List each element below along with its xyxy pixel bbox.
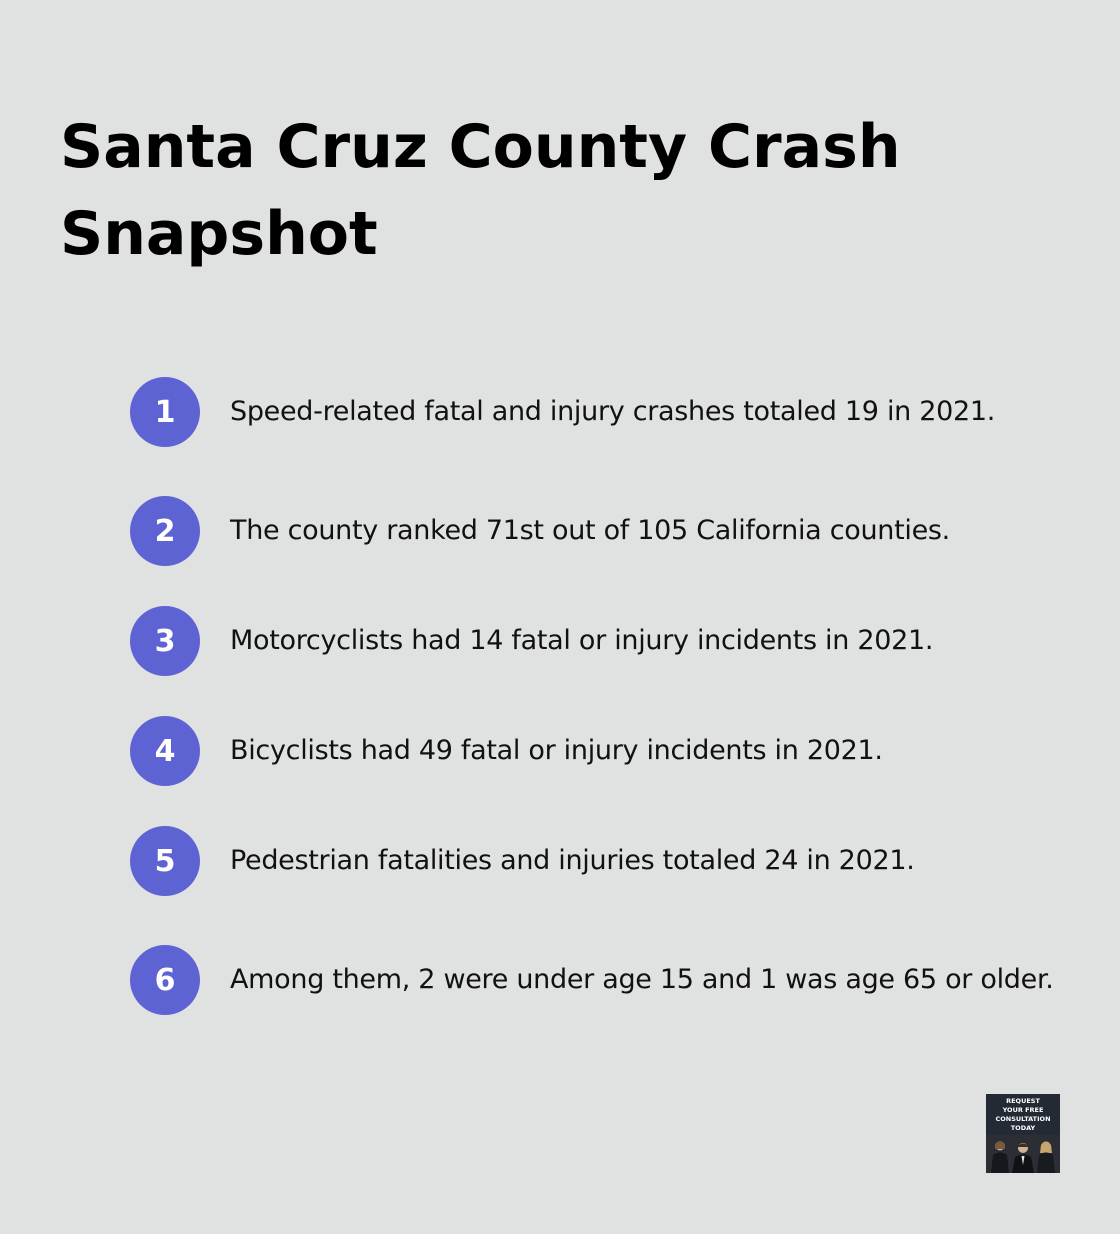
- list-item: 5 Pedestrian fatalities and injuries tot…: [130, 826, 1070, 896]
- list-item: 6 Among them, 2 were under age 15 and 1 …: [130, 942, 1070, 1018]
- item-number-badge: 3: [130, 606, 200, 676]
- item-text: Pedestrian fatalities and injuries total…: [230, 845, 915, 876]
- item-number-badge: 6: [130, 945, 200, 1015]
- item-number-badge: 4: [130, 716, 200, 786]
- item-number-badge: 5: [130, 826, 200, 896]
- attorneys-photo-icon: [986, 1135, 1060, 1173]
- list-item: 4 Bicyclists had 49 fatal or injury inci…: [130, 716, 1070, 786]
- item-number-badge: 2: [130, 496, 200, 566]
- item-text: Among them, 2 were under age 15 and 1 wa…: [230, 964, 1054, 995]
- list-item: 1 Speed-related fatal and injury crashes…: [130, 374, 1070, 450]
- list-item: 3 Motorcyclists had 14 fatal or injury i…: [130, 606, 1070, 676]
- list-item: 2 The county ranked 71st out of 105 Cali…: [130, 496, 1070, 566]
- item-text: The county ranked 71st out of 105 Califo…: [230, 515, 950, 546]
- item-text: Speed-related fatal and injury crashes t…: [230, 396, 996, 427]
- item-number-badge: 1: [130, 377, 200, 447]
- promo-line: CONSULTATION: [995, 1115, 1051, 1123]
- promo-line: REQUEST: [1006, 1097, 1040, 1105]
- promo-text: REQUEST YOUR FREE CONSULTATION TODAY: [986, 1097, 1060, 1133]
- page-title: Santa Cruz County Crash Snapshot: [60, 112, 901, 269]
- consultation-promo-badge[interactable]: REQUEST YOUR FREE CONSULTATION TODAY: [986, 1094, 1060, 1173]
- item-text: Motorcyclists had 14 fatal or injury inc…: [230, 625, 934, 656]
- item-text: Bicyclists had 49 fatal or injury incide…: [230, 735, 883, 766]
- promo-line: TODAY: [1010, 1124, 1036, 1132]
- promo-line: YOUR FREE: [1002, 1106, 1044, 1114]
